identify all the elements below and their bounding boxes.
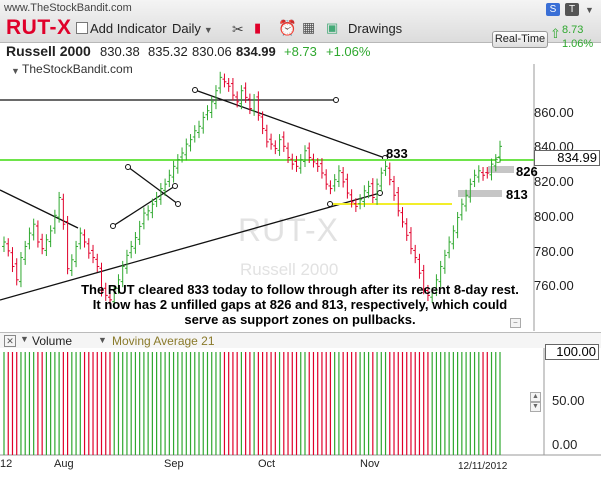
collapse-icon[interactable]: ▼ (11, 66, 20, 76)
x-tick: 12 (0, 458, 13, 470)
trendline-handle (192, 87, 198, 93)
label-813: 813 (506, 187, 528, 202)
scroll-up-button[interactable]: ▲ (530, 392, 541, 402)
tools-icon[interactable]: ✂ (232, 21, 244, 37)
close-icon[interactable]: ✕ (4, 335, 16, 347)
trendline-handle (172, 183, 178, 189)
trendline-handle (175, 201, 181, 207)
price-tick: 760.00 (534, 278, 574, 293)
volume-bars (3, 352, 501, 455)
quote-name: Russell 2000 (6, 43, 91, 59)
drawings-button[interactable]: Drawings (348, 21, 403, 36)
last-price-box: 834.99 (534, 150, 600, 166)
caption-line: The RUT cleared 833 today to follow thro… (81, 282, 519, 297)
ma-label[interactable]: Moving Average 21 (112, 334, 215, 348)
trendline-handle (125, 164, 131, 170)
x-tick-oct: Oct (258, 458, 276, 470)
support-handle (495, 157, 501, 163)
site-title: www.TheStockBandit.com (4, 2, 132, 14)
period-select[interactable]: Daily ▼ (172, 21, 213, 36)
quote-pct: +1.06% (326, 44, 371, 59)
gap-handle (327, 201, 333, 207)
quote-last: 834.99 (236, 44, 276, 59)
right-pct: 1.06% (562, 38, 594, 50)
quote-low: 830.06 (192, 44, 232, 59)
image-icon[interactable]: ▣ (326, 20, 339, 35)
trendline-handle (110, 223, 116, 229)
caption-line: It now has 2 unfilled gaps at 826 and 81… (92, 297, 508, 312)
price-tick: 780.00 (534, 244, 574, 259)
quote-change: +8.73 (284, 44, 317, 59)
quote-open: 830.38 (100, 44, 140, 59)
right-change: 8.73 (562, 24, 584, 36)
x-tick-sep: Sep (164, 458, 184, 470)
volume-value-box: 100.00 (545, 344, 599, 360)
flag-upper (127, 166, 179, 205)
flag-lower (112, 185, 176, 227)
volume-tick: 0.00 (552, 437, 578, 452)
t-badge[interactable]: T (565, 3, 579, 16)
watermark-symbol: RUT-X (238, 212, 339, 248)
x-tick-aug: Aug (54, 458, 74, 470)
gap-box-813 (458, 190, 502, 197)
bar-chart-icon[interactable]: ▮ (254, 20, 262, 35)
alarm-clock-icon[interactable]: ⏰ (278, 20, 297, 37)
add-indicator-icon[interactable] (76, 22, 88, 34)
label-833: 833 (386, 146, 408, 161)
volume-label[interactable]: Volume (32, 334, 73, 348)
toolbar: www.TheStockBandit.com RUT-X Add Indicat… (0, 0, 601, 50)
brand-label: TheStockBandit.com (22, 62, 133, 76)
volume-panel-header: ✕ ▼ Volume ▼ Moving Average 21 (0, 332, 601, 348)
price-tick: 860.00 (534, 105, 574, 120)
chart-caption: The RUT cleared 833 today to follow thro… (60, 282, 540, 327)
period-value: Daily (172, 21, 201, 36)
price-tick: 800.00 (534, 209, 574, 224)
chevron-down-icon[interactable]: ▼ (98, 335, 107, 345)
realtime-button[interactable]: Real-Time (492, 31, 548, 48)
up-arrow-icon: ⇧ (550, 26, 561, 41)
trendline-left (0, 189, 79, 229)
scroll-down-button[interactable]: ▼ (530, 402, 541, 412)
trendline-down (194, 89, 386, 159)
trendline-handle (333, 97, 339, 103)
quote-high: 835.32 (148, 44, 188, 59)
s-badge[interactable]: S (546, 3, 560, 16)
label-826: 826 (516, 164, 538, 179)
x-tick-nov: Nov (360, 458, 380, 470)
price-tick: 820.00 (534, 174, 574, 189)
scroll-button[interactable]: – (510, 318, 521, 328)
add-indicator-button[interactable]: Add Indicator (90, 21, 167, 36)
quote-row: Russell 2000 830.38 835.32 830.06 834.99… (0, 42, 601, 61)
symbol-title[interactable]: RUT-X (6, 16, 72, 39)
chevron-down-icon[interactable]: ▼ (585, 5, 594, 15)
gap-box-826 (488, 166, 514, 173)
watermark-name: Russell 2000 (240, 260, 339, 279)
chevron-down-icon[interactable]: ▼ (20, 334, 29, 344)
chevron-down-icon: ▼ (203, 25, 213, 35)
caption-line: serve as support zones on pullbacks. (184, 312, 416, 327)
volume-tick: 50.00 (552, 393, 585, 408)
date-stamp: 12/11/2012 (458, 461, 508, 472)
calendar-icon[interactable]: ▦ (302, 19, 316, 35)
trendline-handle (377, 190, 383, 196)
